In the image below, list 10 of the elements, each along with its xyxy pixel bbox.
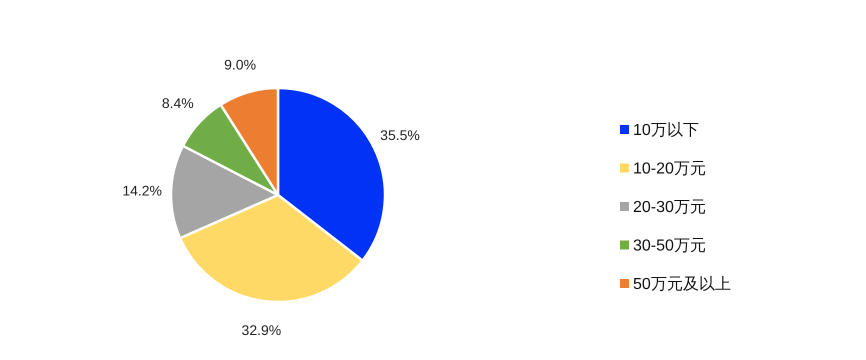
data-label: 32.9%: [242, 322, 282, 338]
data-label: 35.5%: [380, 127, 420, 144]
legend-label: 20-30万元: [633, 199, 706, 216]
legend-label: 10万以下: [633, 121, 699, 139]
legend-label: 10-20万元: [633, 160, 706, 178]
data-label: 8.4%: [162, 95, 194, 112]
legend-label: 30-50万元: [633, 238, 706, 254]
data-label: 14.2%: [122, 182, 162, 199]
legend-label: 50万元及以上: [633, 275, 731, 293]
data-label: 9.0%: [224, 56, 256, 73]
